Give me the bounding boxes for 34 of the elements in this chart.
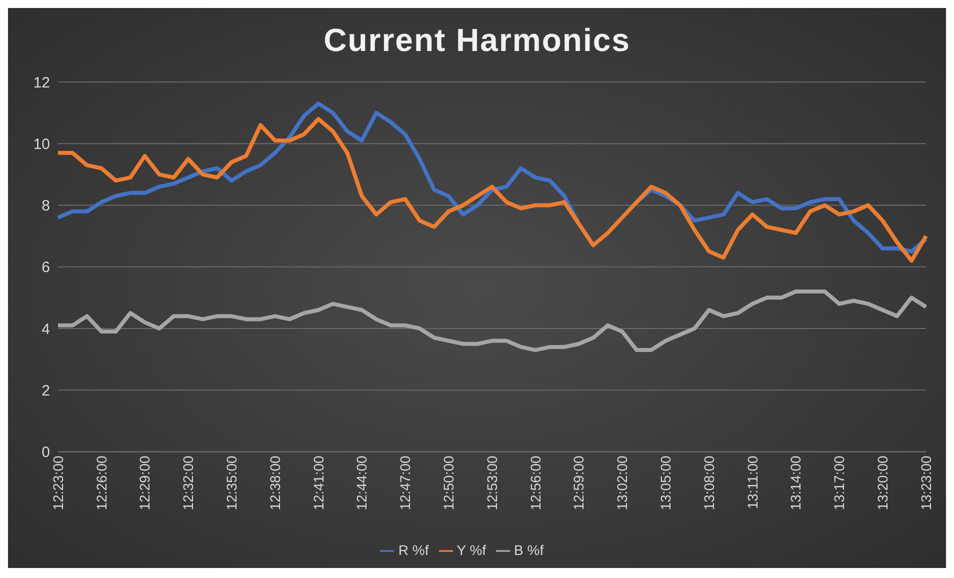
legend-label: Y %f [456,542,486,558]
x-tick-label: 13:02:00 [614,455,630,510]
x-tick-label: 13:05:00 [658,455,674,510]
y-tick-label: 6 [42,259,50,276]
line-series [56,290,928,352]
y-tick-label: 8 [42,198,50,215]
y-tick-label: 4 [42,320,50,338]
legend-label: R %f [398,542,429,558]
x-tick-label: 12:23:00 [50,455,66,510]
x-tick-label: 13:20:00 [874,455,891,510]
x-tick-label: 12:47:00 [397,455,414,510]
x-tick-label: 13:14:00 [788,455,804,510]
x-tick-label: 12:38:00 [266,455,283,510]
x-tick-label: 12:53:00 [484,455,500,510]
x-tick-label: 13:11:00 [744,456,760,510]
line-series [56,116,928,263]
x-tick-label: 13:17:00 [831,455,848,510]
x-tick-label: 12:50:00 [440,455,457,510]
x-tick-label: 12:26:00 [93,455,110,510]
x-tick-label: 12:44:00 [354,455,370,510]
x-tick-label: 12:32:00 [180,455,196,510]
x-tick-label: 13:08:00 [700,455,717,510]
x-tick-label: 12:35:00 [224,455,240,510]
x-tick-label: 12:56:00 [527,455,544,510]
y-tick-label: 12 [33,74,50,92]
chart-title: Current Harmonics [322,21,632,60]
y-tick-label: 10 [33,136,50,153]
legend-label: B %f [514,542,544,558]
y-tick-label: 2 [42,382,50,400]
x-tick-label: 12:59:00 [570,455,587,510]
y-tick-label: 0 [42,444,50,462]
x-tick-label: 12:41:00 [310,455,326,510]
x-tick-label: 13:23:00 [918,455,934,510]
x-tick-label: 12:29:00 [136,455,153,510]
